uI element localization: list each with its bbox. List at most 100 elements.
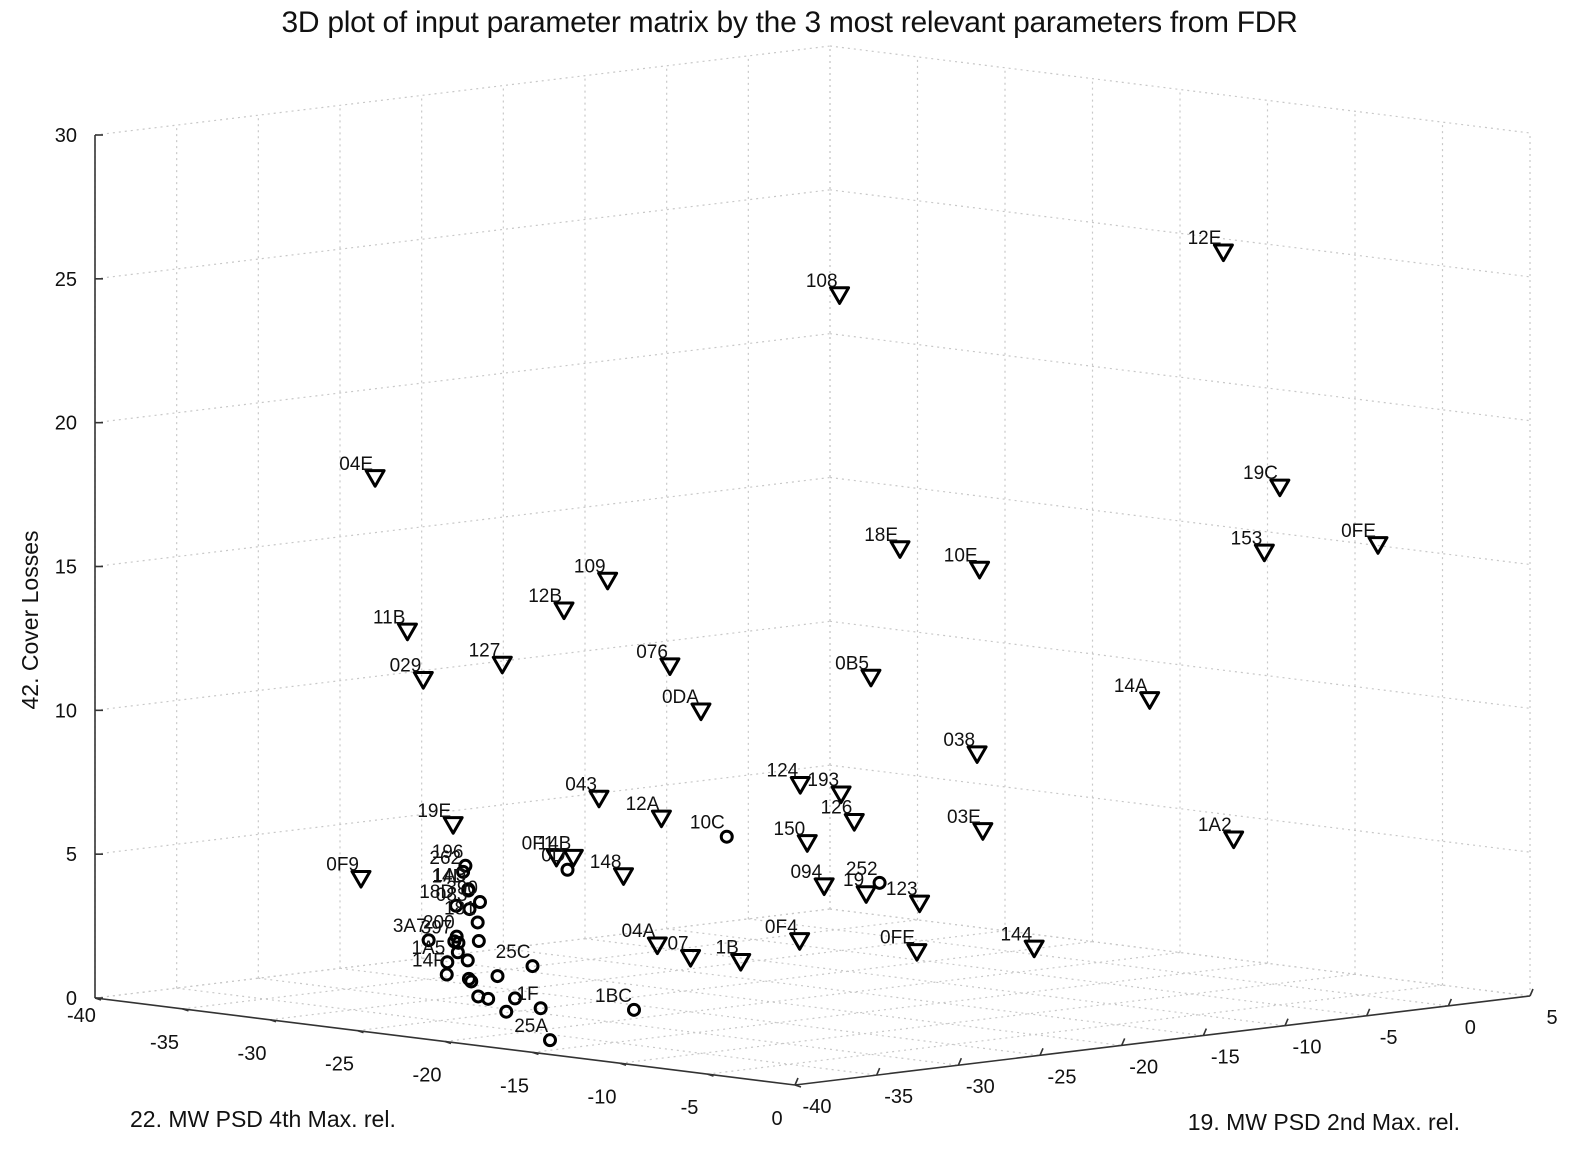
y-tick	[1120, 1038, 1126, 1046]
data-point-circle	[450, 945, 465, 960]
data-point-circle	[473, 895, 487, 910]
data-point-label: 10E	[944, 545, 978, 566]
data-point-label: 038	[943, 730, 975, 751]
data-point-triangle	[646, 936, 668, 956]
y-tick	[794, 1077, 799, 1086]
data-point-triangle	[730, 952, 752, 972]
data-point-triangle	[545, 848, 567, 868]
z-tick-label: 15	[55, 557, 77, 579]
data-point-circle	[449, 898, 464, 913]
z-tick-label: 20	[55, 413, 77, 435]
data-point-label: 12B	[528, 586, 562, 607]
data-point-label: 0D	[541, 846, 565, 867]
data-point-triangle	[350, 869, 372, 889]
x-tick-label: -30	[238, 1043, 267, 1065]
labels-layer: 108 12E 04E 19C 18E 10E 153 0FE 109 12B 11B 127 076 0…	[326, 228, 1376, 1037]
data-point-triangle	[789, 776, 811, 795]
data-point-triangle	[1367, 536, 1389, 555]
data-point-triangle	[553, 601, 575, 621]
y-tick	[875, 1067, 881, 1076]
data-point-label: 0B5	[835, 653, 869, 674]
data-point-label: 18D	[419, 882, 454, 903]
data-point-circle	[464, 974, 479, 989]
data-point-circle	[508, 991, 522, 1006]
data-point-triangle	[1212, 243, 1234, 263]
data-point-label: 124	[767, 761, 799, 782]
data-point-label: 25C	[496, 942, 531, 963]
x-tick	[182, 1008, 189, 1012]
grid-layer	[94, 45, 1531, 1086]
data-point-label: 083	[436, 885, 468, 906]
data-point-label: 14F	[412, 951, 445, 972]
data-point-circle	[719, 829, 734, 844]
data-point-triangle	[412, 671, 434, 690]
data-point-label: 1BC	[595, 986, 632, 1007]
data-point-triangle	[1023, 939, 1045, 959]
data-point-triangle	[966, 745, 988, 764]
y-tick	[957, 1057, 963, 1066]
y-tick	[1529, 988, 1534, 997]
data-point-label: 153	[1231, 528, 1263, 549]
y-tick	[1284, 1018, 1289, 1026]
data-point-triangle	[855, 885, 877, 904]
grid-line	[748, 918, 1449, 1007]
data-point-label: 181	[444, 898, 476, 919]
x-tick	[707, 1073, 714, 1077]
data-point-circle	[449, 929, 464, 944]
y-tick	[1365, 1008, 1371, 1017]
data-point-label: 094	[790, 862, 822, 883]
z-tick-label: 5	[66, 844, 77, 866]
x-tick	[794, 1084, 802, 1088]
grid-line	[829, 476, 1531, 566]
data-point-circle	[439, 967, 454, 982]
data-point-triangle	[613, 867, 634, 886]
data-point-triangle	[860, 668, 882, 688]
data-point-circle	[543, 1033, 557, 1048]
data-point-label: 1A2	[1198, 815, 1232, 836]
data-point-label: 108	[806, 271, 838, 292]
z-tick-label: 30	[55, 125, 77, 147]
data-point-triangle	[1139, 691, 1161, 710]
data-point-label: 200	[423, 913, 455, 934]
y-tick	[1447, 998, 1453, 1007]
data-point-label: 14D	[431, 867, 466, 888]
data-point-label: 11B	[373, 607, 405, 628]
data-point-label: 25A	[514, 1016, 548, 1037]
data-point-circle	[471, 934, 486, 949]
y-axis-line	[794, 995, 1531, 1086]
data-point-circle	[471, 989, 486, 1004]
y-tick-label: -5	[1380, 1027, 1398, 1049]
data-point-triangle	[659, 657, 681, 676]
y-tick-label: 0	[1465, 1017, 1476, 1039]
data-point-circle	[462, 902, 477, 917]
data-point-label: 1B	[716, 938, 739, 959]
data-point-label: 12A	[626, 794, 660, 815]
data-point-triangle	[491, 655, 513, 675]
data-point-label: 10C	[690, 813, 725, 834]
data-point-label: 12E	[1188, 228, 1222, 249]
data-point-label: 0FE	[1341, 521, 1376, 542]
data-point-label: 193	[807, 770, 839, 791]
data-point-triangle	[889, 540, 911, 559]
x-tick-label: -15	[500, 1075, 529, 1097]
data-point-triangle	[650, 809, 672, 829]
x-axis-label: 22. MW PSD 4th Max. rel.	[130, 1106, 396, 1132]
data-point-label: 07	[667, 934, 688, 955]
data-point-triangle	[396, 622, 418, 642]
data-point-label: 14A	[1114, 676, 1148, 697]
data-point-triangle	[789, 932, 811, 951]
data-point-triangle	[829, 286, 851, 305]
data-point-circle	[461, 883, 476, 898]
y-tick-label: -15	[1211, 1047, 1240, 1069]
data-point-circle	[470, 915, 485, 930]
y-tick-label: -30	[966, 1076, 995, 1098]
data-point-label: 252	[846, 859, 878, 880]
data-point-circle	[872, 875, 887, 890]
data-point-triangle	[562, 848, 584, 868]
marks-layer	[350, 243, 1389, 1048]
x-tick	[357, 1029, 364, 1034]
x-tick-label: -25	[325, 1054, 354, 1076]
data-point-circle	[627, 1002, 641, 1017]
data-point-triangle	[796, 834, 818, 853]
data-point-triangle	[1253, 543, 1275, 563]
